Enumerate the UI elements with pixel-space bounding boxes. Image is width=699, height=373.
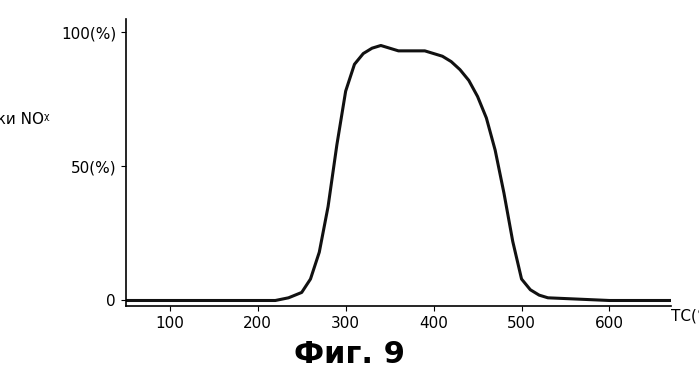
Text: Фиг. 9: Фиг. 9	[294, 340, 405, 369]
Text: TС(°C): TС(°C)	[671, 308, 699, 323]
Y-axis label: Скорость очистки NOᵡ: Скорость очистки NOᵡ	[0, 112, 50, 127]
